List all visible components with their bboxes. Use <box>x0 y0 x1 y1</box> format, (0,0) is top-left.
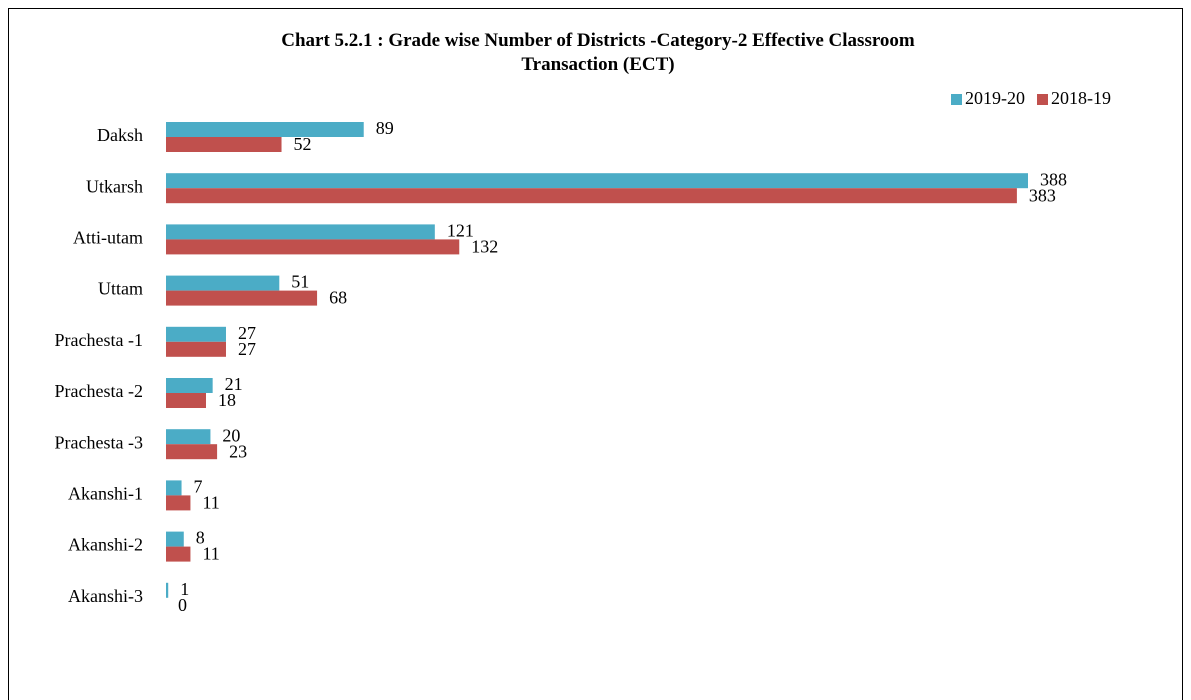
y-tick-label: Akanshi-3 <box>68 586 143 606</box>
bar <box>166 188 1017 204</box>
bar <box>166 429 211 445</box>
legend-swatch <box>1037 94 1048 105</box>
chart-border <box>8 8 1183 700</box>
bar <box>166 275 280 291</box>
bar <box>166 531 184 547</box>
y-tick-label: Utkarsh <box>86 176 143 196</box>
data-label: 1 <box>180 579 189 599</box>
bar <box>166 326 226 342</box>
bar <box>166 137 282 152</box>
legend-label: 2019-20 <box>965 88 1025 108</box>
legend-swatch <box>951 94 962 105</box>
y-tick-label: Daksh <box>97 125 143 145</box>
data-label: 7 <box>194 477 203 497</box>
data-label: 27 <box>238 323 256 343</box>
bar <box>166 173 1028 189</box>
data-label: 23 <box>229 441 247 461</box>
data-label: 68 <box>329 288 347 308</box>
bar <box>166 239 460 255</box>
chart-title: Chart 5.2.1 : Grade wise Number of Distr… <box>281 30 915 75</box>
data-label: 388 <box>1040 169 1067 189</box>
data-label: 27 <box>238 339 256 359</box>
bar <box>166 546 191 562</box>
bar <box>166 224 435 240</box>
bar <box>166 290 318 306</box>
bar <box>166 444 218 460</box>
data-label: 132 <box>471 237 498 257</box>
y-tick-label: Prachesta -3 <box>55 432 143 452</box>
data-label: 89 <box>376 118 394 138</box>
data-label: 383 <box>1029 185 1056 205</box>
y-tick-label: Uttam <box>98 279 143 299</box>
data-label: 11 <box>202 493 219 513</box>
bar <box>166 393 206 408</box>
data-label: 21 <box>225 374 243 394</box>
data-label: 20 <box>222 425 240 445</box>
bar <box>166 378 213 393</box>
y-tick-label: Prachesta -1 <box>55 330 143 350</box>
data-label: 52 <box>294 134 312 154</box>
bar <box>166 480 182 496</box>
bar <box>166 341 226 357</box>
data-label: 18 <box>218 390 236 410</box>
bar <box>166 122 364 137</box>
y-tick-label: Prachesta -2 <box>55 381 143 401</box>
y-tick-label: Akanshi-1 <box>68 484 143 504</box>
y-tick-label: Akanshi-2 <box>68 535 143 555</box>
data-label: 8 <box>196 528 205 548</box>
data-label: 0 <box>178 595 187 615</box>
data-label: 11 <box>202 544 219 564</box>
y-tick-label: Atti-utam <box>73 228 143 248</box>
data-label: 121 <box>447 221 474 241</box>
bar <box>166 495 191 511</box>
data-label: 51 <box>291 272 309 292</box>
legend-label: 2018-19 <box>1051 88 1111 108</box>
bar <box>166 582 169 598</box>
